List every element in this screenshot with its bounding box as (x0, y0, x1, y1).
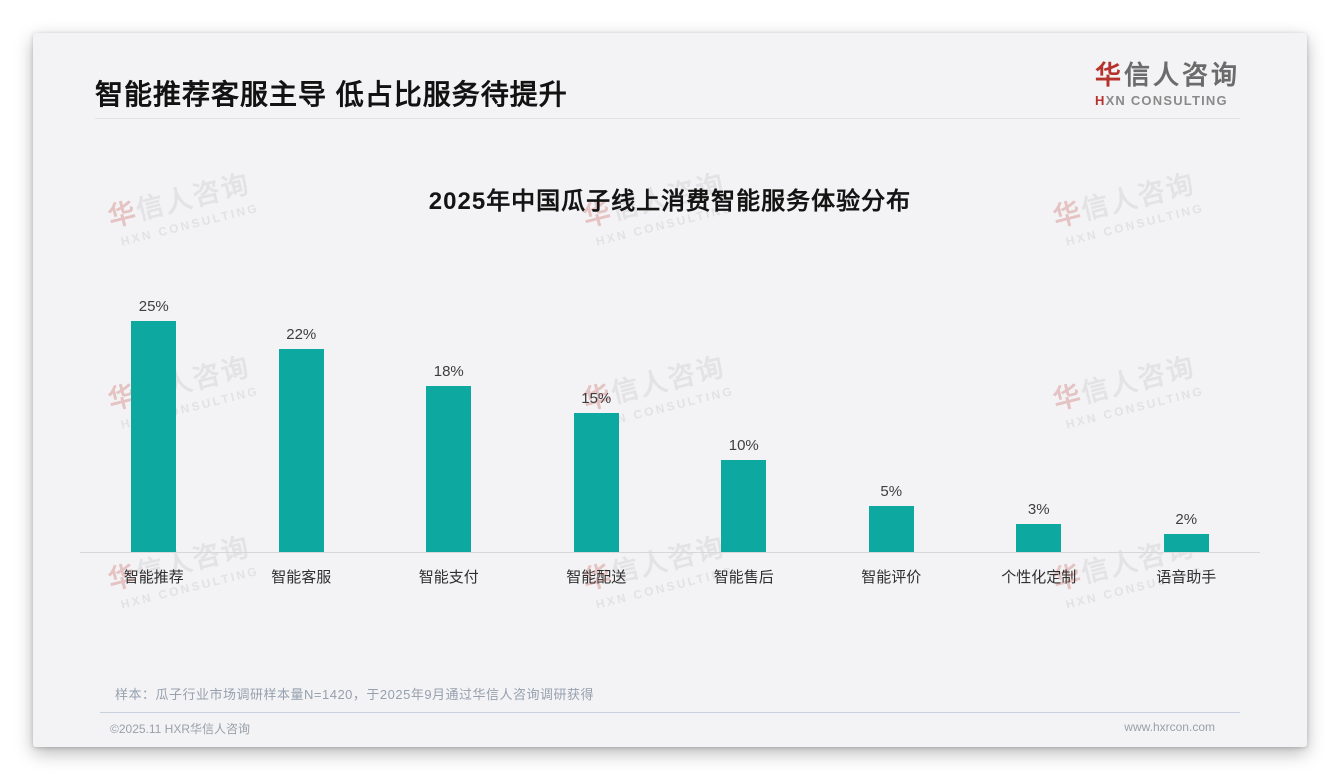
bar-value-label: 15% (581, 390, 612, 407)
category-label: 个性化定制 (1001, 569, 1077, 586)
brand-logo-chinese: 华信人咨询 (1095, 55, 1240, 92)
category-label: 语音助手 (1156, 569, 1217, 586)
category-label: 智能支付 (418, 569, 479, 586)
brand-logo-accent: 华 (1094, 60, 1124, 90)
brand-logo-english-accent: H (1094, 93, 1106, 108)
bar-column: 18% (375, 273, 523, 552)
bar (868, 506, 914, 552)
chart-categories: 智能推荐 智能客服 智能支付 智能配送 智能售后 智能评价 个性化定制 语音助手 (80, 566, 1260, 587)
bar-column: 3% (965, 273, 1113, 552)
bar-value-label: 10% (728, 437, 759, 454)
website-url: www.hxrcon.com (1124, 720, 1215, 734)
bar-column: 22% (228, 273, 376, 552)
category-label: 智能售后 (713, 569, 774, 586)
bar-value-label: 25% (138, 298, 169, 315)
bar-value-label: 5% (880, 483, 903, 500)
bar-column: 10% (670, 273, 818, 552)
category-label: 智能配送 (566, 569, 627, 586)
bar (426, 386, 472, 552)
chart-plot: 25% 22% 18% 15% 10% 5% 3% 2% (80, 273, 1260, 553)
bar-column: 15% (523, 273, 671, 552)
bar (721, 460, 767, 552)
bar-column: 25% (80, 273, 228, 552)
bar-value-label: 3% (1027, 501, 1050, 518)
brand-logo-english: HXN CONSULTING (1095, 93, 1240, 108)
bar-value-label: 2% (1175, 511, 1198, 528)
report-card: 华信人咨询 HXN CONSULTING 华信人咨询 HXN CONSULTING 华信… (33, 33, 1307, 747)
brand-logo-text: 信人咨询 (1123, 60, 1240, 90)
bar (278, 349, 324, 552)
bar-value-label: 22% (286, 326, 317, 343)
bar (1016, 524, 1062, 552)
bar-value-label: 18% (433, 363, 464, 380)
copyright-text: ©2025.11 HXR华信人咨询 (110, 722, 250, 736)
page-title: 智能推荐客服主导 低占比服务待提升 (95, 79, 568, 110)
chart-title: 2025年中国瓜子线上消费智能服务体验分布 (428, 188, 912, 215)
bar (573, 413, 619, 552)
bar-column: 2% (1113, 273, 1261, 552)
header-divider (95, 118, 1240, 119)
brand-logo: 华信人咨询 HXN CONSULTING (1095, 55, 1240, 108)
category-label: 智能推荐 (123, 569, 184, 586)
brand-logo-english-text: XN CONSULTING (1105, 93, 1228, 108)
category-label: 智能客服 (271, 569, 332, 586)
sample-footnote: 样本：瓜子行业市场调研样本量N=1420，于2025年9月通过华信人咨询调研获得 (115, 687, 595, 702)
category-label: 智能评价 (861, 569, 922, 586)
footer-divider (100, 712, 1240, 713)
bar (1163, 534, 1209, 552)
bar-column: 5% (818, 273, 966, 552)
bar (131, 321, 177, 552)
